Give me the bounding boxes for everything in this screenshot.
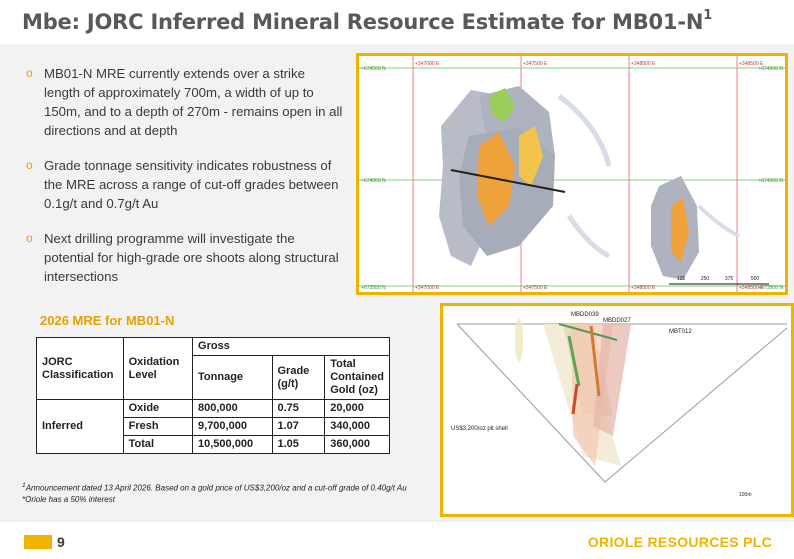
easting-label: +347500 E <box>523 61 548 67</box>
easting-label: +347500 E <box>523 285 548 291</box>
bullet-marker-icon: o <box>26 231 33 245</box>
bullet-list: o MB01-N MRE currently extends over a str… <box>26 64 344 302</box>
scale-label: 500 <box>751 276 760 282</box>
cell-ox: Oxide <box>122 399 194 418</box>
northing-label: +674000 N <box>758 178 783 184</box>
page-number: 9 <box>57 534 65 550</box>
bullet-item: o Grade tonnage sensitivity indicates rob… <box>26 158 339 211</box>
table-title: 2026 MRE for MB01-N <box>40 313 175 328</box>
table-row: Total 10,500,000 1.05 360,000 <box>37 435 390 454</box>
bullet-item: o MB01-N MRE currently extends over a str… <box>26 66 343 138</box>
cell-tonnage: 9,700,000 <box>192 417 273 436</box>
plan-view-svg: +347000 E +347000 E +347500 E +347500 E +348… <box>359 56 785 292</box>
header-gross: Gross <box>192 337 390 356</box>
header-grade: Grade (g/t) <box>271 355 326 400</box>
header-tonnage: Tonnage <box>192 355 273 400</box>
table-header-row: JORC Classification Oxidation Level Gros… <box>36 337 390 400</box>
easting-label: +348500 E <box>739 285 764 291</box>
drillhole-label: MBDD027 <box>603 318 631 324</box>
header-gold: Total Contained Gold (oz) <box>324 355 390 400</box>
northing-label: +674500 N <box>361 66 386 72</box>
cell-grade: 1.07 <box>271 417 326 436</box>
cell-gold: 340,000 <box>324 417 390 436</box>
bullet-marker-icon: o <box>26 66 33 80</box>
bullet-item: o Next drilling programme will investigat… <box>26 231 339 284</box>
scale-label: 125 <box>677 276 686 282</box>
northing-label: +673500 N <box>758 285 783 291</box>
table-row: Inferred Oxide 800,000 0.75 20,000 <box>36 399 390 454</box>
northing-label: +674000 N <box>361 178 386 184</box>
easting-label: +347000 E <box>415 61 440 67</box>
header-oxidation: Oxidation Level <box>122 337 194 400</box>
cell-gold: 360,000 <box>324 435 390 454</box>
plan-view-map: +347000 E +347000 E +347500 E +347500 E +348… <box>356 53 788 295</box>
scale-label: 250 <box>701 276 710 282</box>
cross-section-svg: MBDD039 MBDD027 MBT012 US$3,200/oz pit shel… <box>443 306 791 514</box>
easting-label: +347000 E <box>415 285 440 291</box>
easting-label: +348500 E <box>739 61 764 67</box>
cell-class-inferred: Inferred <box>36 399 124 454</box>
cell-grade: 0.75 <box>271 399 326 418</box>
mre-table: JORC Classification Oxidation Level Gros… <box>36 337 390 454</box>
header-classification: JORC Classification <box>36 337 124 400</box>
cell-ox: Fresh <box>122 417 194 436</box>
scale-label: 100m <box>739 492 752 498</box>
scale-label: 375 <box>725 276 734 282</box>
cell-ox: Total <box>122 435 194 454</box>
bullet-marker-icon: o <box>26 158 33 172</box>
title-bar: Mbe: JORC Inferred Mineral Resource Esti… <box>0 0 794 44</box>
table-subheader-row: Tonnage Grade (g/t) Total Contained Gold… <box>37 355 390 400</box>
pit-shell-label: US$3,200/oz pit shell <box>451 426 508 432</box>
cross-section-map: MBDD039 MBDD027 MBT012 US$3,200/oz pit shel… <box>440 303 794 517</box>
company-name: ORIOLE RESOURCES PLC <box>587 534 772 550</box>
easting-label: +348000 E <box>631 61 656 67</box>
northing-label: +674500 N <box>758 66 783 72</box>
page-title: Mbe: JORC Inferred Mineral Resource Esti… <box>22 8 713 34</box>
northing-label: +673500 N <box>361 285 386 291</box>
cell-gold: 20,000 <box>324 399 390 418</box>
drillhole-label: MBT012 <box>669 329 692 335</box>
cell-tonnage: 10,500,000 <box>192 435 273 454</box>
cell-grade: 1.05 <box>271 435 326 454</box>
footnote: 1Announcement dated 13 April 2026. Based… <box>22 482 407 504</box>
cell-tonnage: 800,000 <box>192 399 273 418</box>
easting-label: +348000 E <box>631 285 656 291</box>
drillhole-label: MBDD039 <box>571 312 599 318</box>
footer-accent-block <box>24 535 52 549</box>
